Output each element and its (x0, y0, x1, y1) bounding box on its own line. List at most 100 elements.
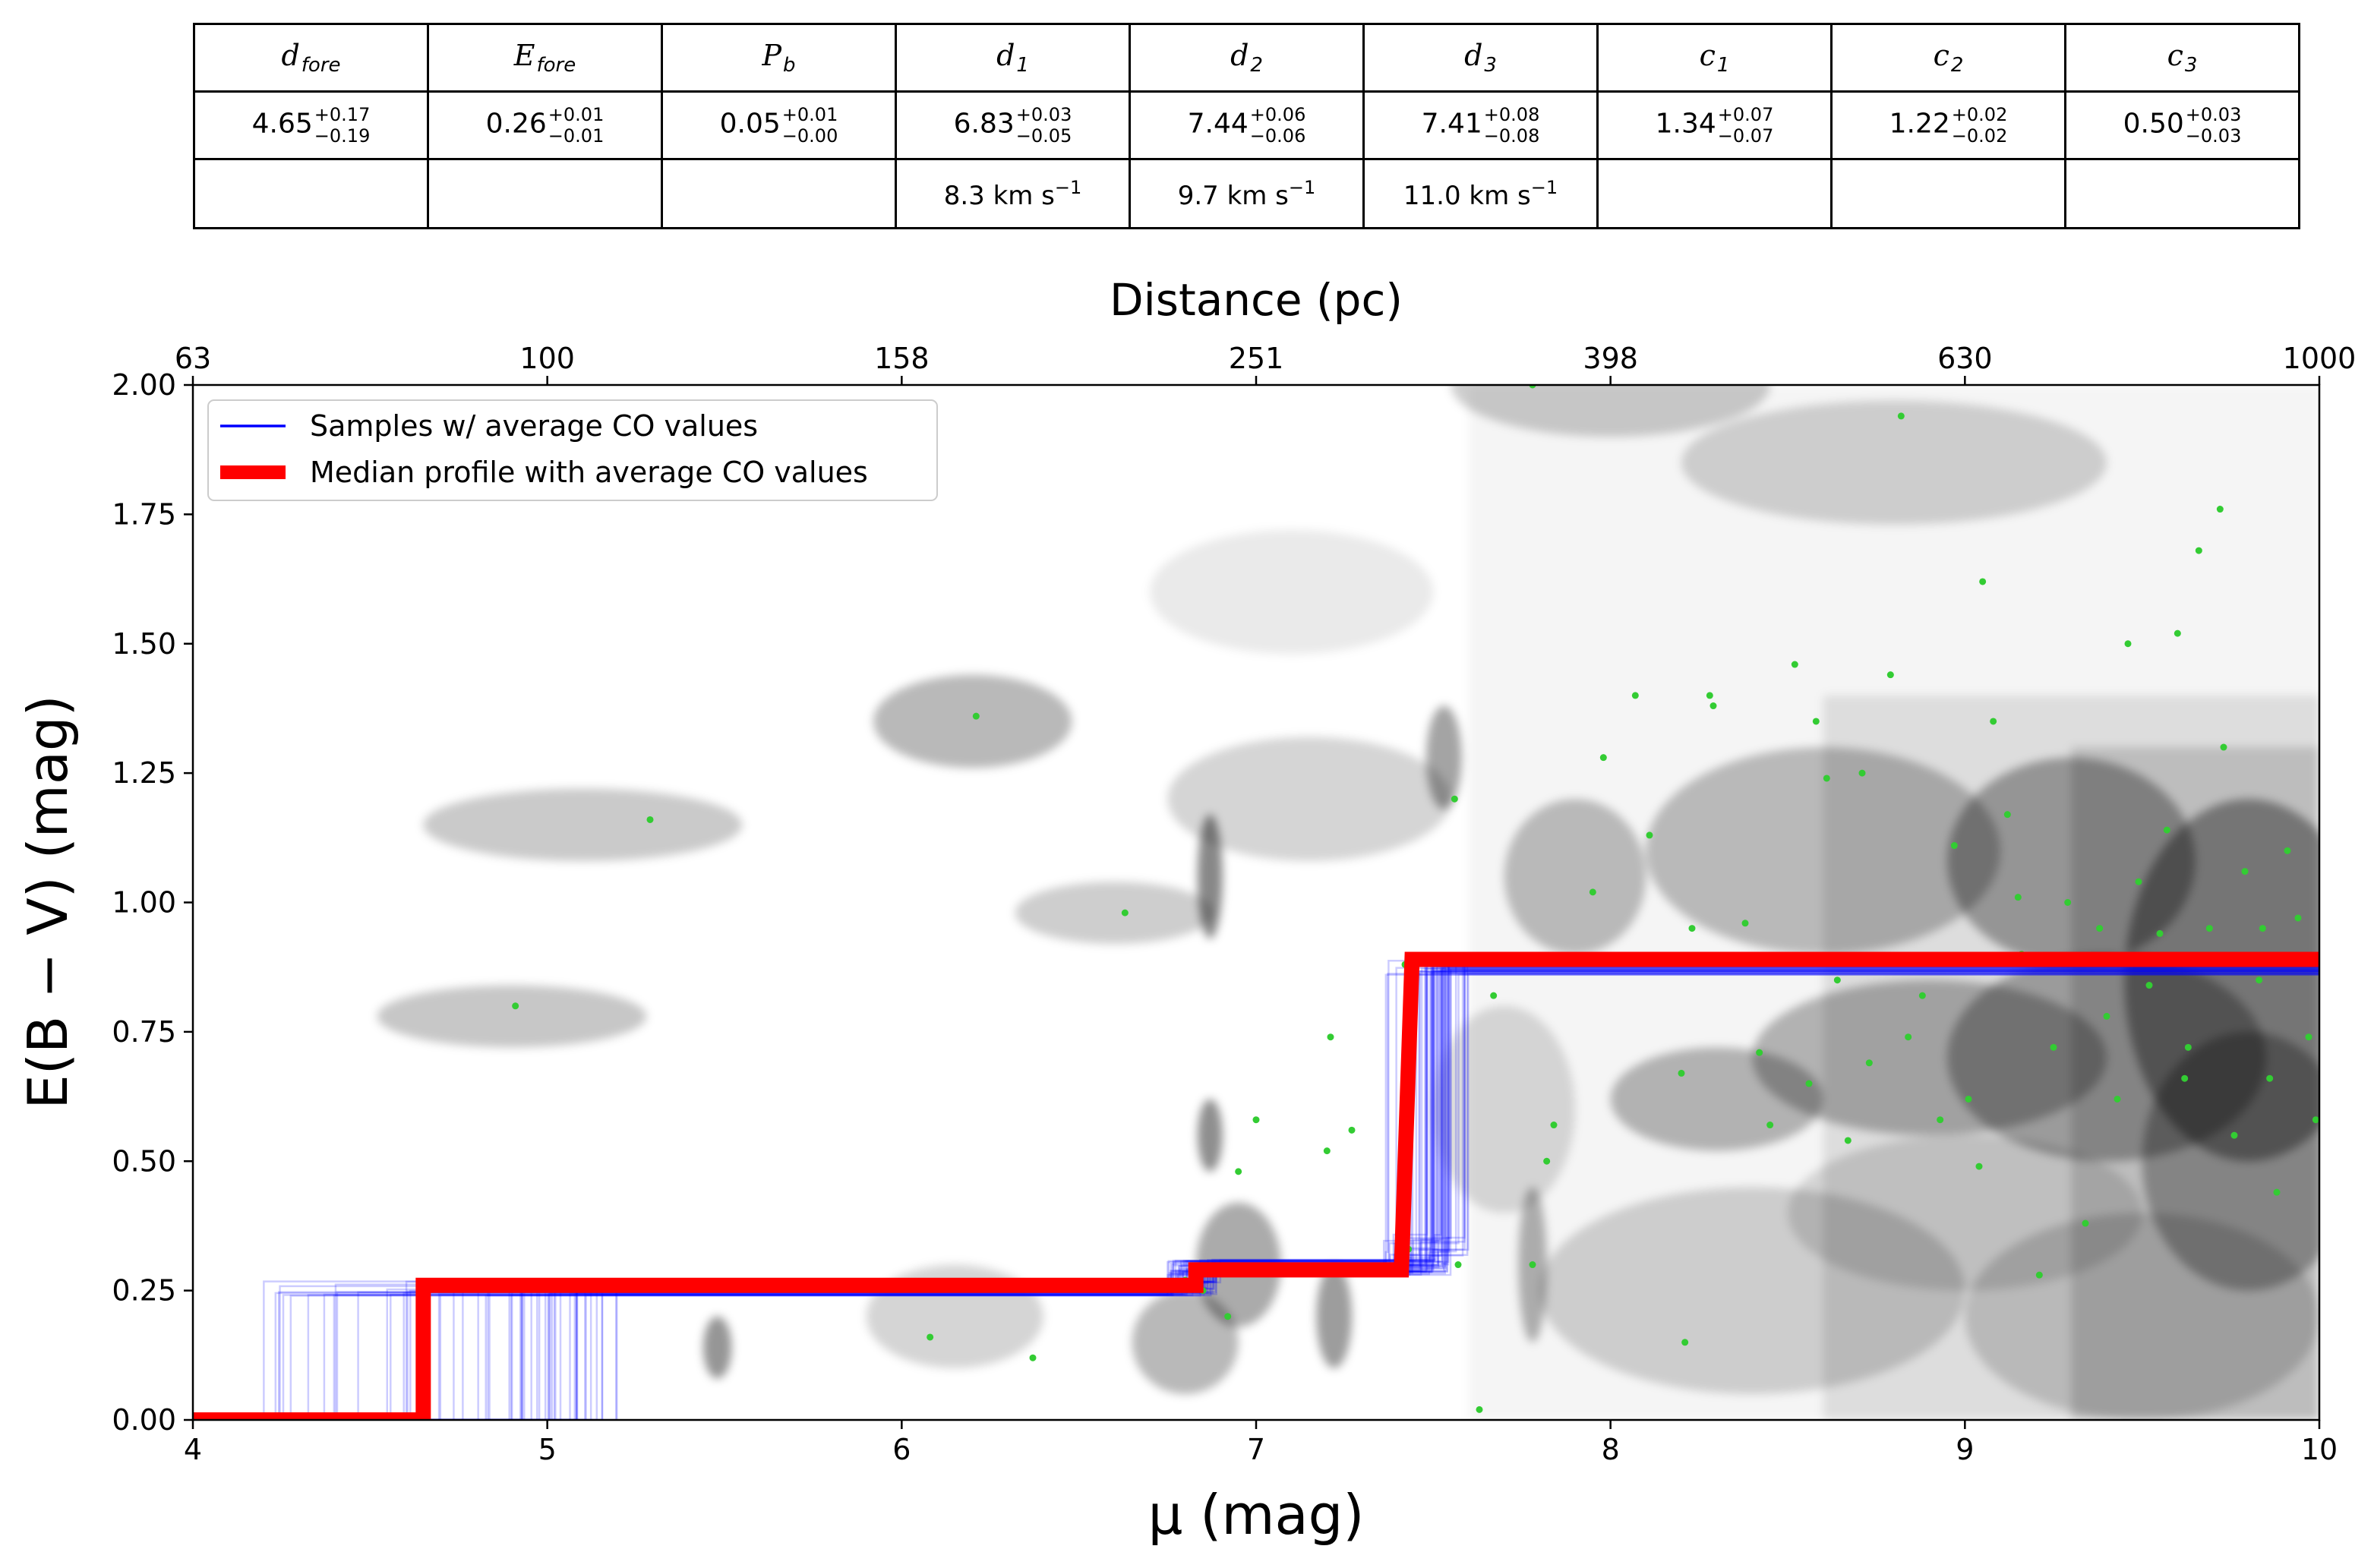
star-point (1741, 920, 1749, 927)
density-blob (1316, 1264, 1352, 1368)
star-point (1905, 1033, 1912, 1041)
velocity-cell: 9.7 km s−1 (1129, 158, 1365, 229)
param-upper-error: +0.01 (548, 104, 605, 125)
param-subscript: b (783, 54, 796, 77)
star-points (512, 385, 2319, 1413)
star-point (1599, 754, 1607, 762)
y-tick-label: 1.50 (112, 627, 176, 661)
y-tick-label: 2.00 (112, 368, 176, 402)
star-point (1897, 412, 1905, 420)
sample-profile-line (193, 969, 2319, 1420)
sample-profile-line (193, 964, 2319, 1420)
density-blob (1198, 1099, 1223, 1172)
param-upper-error: +0.08 (1483, 104, 1540, 125)
top-tick-label: 100 (519, 342, 575, 375)
density-blob (377, 985, 647, 1048)
y-tick-label: 0.50 (112, 1144, 176, 1178)
param-errors: +0.01 −0.01 (548, 104, 605, 147)
param-symbol: d (1464, 39, 1483, 72)
param-lower-error: −0.08 (1483, 125, 1540, 147)
param-symbol: d (996, 39, 1015, 72)
sample-profile-line (193, 964, 2319, 1420)
star-point (2205, 925, 2213, 932)
star-point (2096, 925, 2104, 932)
param-value-cell: 0.05 +0.01 −0.00 (661, 90, 897, 160)
star-point (2220, 743, 2227, 751)
param-value: 6.83 (953, 108, 1015, 140)
star-point (2241, 868, 2249, 875)
y-tick-label: 0.25 (112, 1274, 176, 1308)
param-subscript: fore (536, 54, 576, 77)
param-value-cell: 1.22 +0.02 −0.02 (1830, 90, 2066, 160)
star-point (1681, 1339, 1689, 1346)
param-upper-error: +0.03 (2185, 104, 2242, 125)
density-blob (1451, 385, 1770, 437)
density-blob (1150, 529, 1434, 655)
param-header-P-b: Pb (661, 23, 897, 93)
star-point (2312, 1116, 2319, 1124)
star-point (1886, 671, 1894, 679)
star-point (2195, 547, 2202, 554)
sample-profile-line (193, 959, 2319, 1420)
density-blob (1433, 1005, 1575, 1213)
star-point (972, 712, 980, 720)
top-tick-label: 630 (1937, 342, 1993, 375)
star-point (1766, 1122, 1774, 1129)
param-header-c-2: c2 (1830, 23, 2066, 93)
density-blob (1132, 1290, 1239, 1394)
legend-median-label: Median profile with average CO values (310, 456, 868, 489)
param-value: 0.26 (485, 108, 547, 140)
star-point (1490, 992, 1498, 999)
velocity-cell: 11.0 km s−1 (1362, 158, 1599, 229)
velocity-row: 8.3 km s−1 9.7 km s−1 11.0 km s−1 (193, 158, 2300, 229)
param-value: 0.50 (2123, 108, 2184, 140)
star-point (2163, 826, 2170, 834)
star-point (1865, 1059, 1873, 1067)
star-point (1323, 1147, 1331, 1155)
param-lower-error: −0.06 (1249, 125, 1306, 147)
sample-profile-line (193, 973, 2319, 1420)
star-point (1706, 692, 1713, 699)
param-symbol: c (1933, 39, 1949, 72)
density-blob (423, 788, 743, 861)
velocity-cell (2064, 158, 2300, 229)
param-errors: +0.06 −0.06 (1250, 104, 1306, 147)
star-point (2124, 640, 2132, 648)
star-point (1965, 1095, 1972, 1103)
x-tick-label: 9 (1956, 1433, 1974, 1466)
star-point (2174, 629, 2181, 637)
star-point (1550, 1122, 1558, 1129)
legend: Samples w/ average CO values Median prof… (207, 399, 938, 501)
param-lower-error: −0.05 (1015, 125, 1072, 147)
param-value: 7.41 (1421, 108, 1482, 140)
param-value-cell: 6.83 +0.03 −0.05 (895, 90, 1131, 160)
param-value-cell: 4.65 +0.17 −0.19 (193, 90, 429, 160)
param-value-cell: 7.44 +0.06 −0.06 (1129, 90, 1365, 160)
velocity-cell (1596, 158, 1833, 229)
velocity-cell (193, 158, 429, 229)
star-point (1454, 1261, 1462, 1269)
star-point (2256, 976, 2263, 984)
star-point (1858, 769, 1866, 777)
param-upper-error: +0.02 (1951, 104, 2008, 125)
velocity-cell: 8.3 km s−1 (895, 158, 1131, 229)
sample-profile-line (193, 961, 2319, 1420)
density-blob (703, 1316, 732, 1379)
y-tick-label: 0.75 (112, 1015, 176, 1049)
star-point (1975, 1163, 1983, 1170)
axes: 4 5 6 7 8 9 10 0.00 0.25 0.50 0.75 1.00 1.25 1.50 1.75… (112, 342, 2356, 1466)
param-subscript: 2 (1250, 54, 1263, 77)
star-point (1833, 976, 1841, 984)
velocity-unit-exponent: −1 (1288, 176, 1316, 198)
x-tick-label: 10 (2301, 1433, 2338, 1466)
param-header-d-3: d3 (1362, 23, 1599, 93)
legend-samples-label: Samples w/ average CO values (310, 409, 758, 443)
x-axis-title: μ (mag) (1148, 1483, 1365, 1547)
param-errors: +0.02 −0.02 (1952, 104, 2008, 147)
median-profile-line (193, 951, 2319, 1420)
star-point (927, 1333, 934, 1341)
param-subscript: 2 (1950, 54, 1964, 77)
velocity-unit-exponent: −1 (1054, 176, 1082, 198)
param-symbol: c (2167, 39, 2183, 72)
star-point (646, 816, 654, 823)
